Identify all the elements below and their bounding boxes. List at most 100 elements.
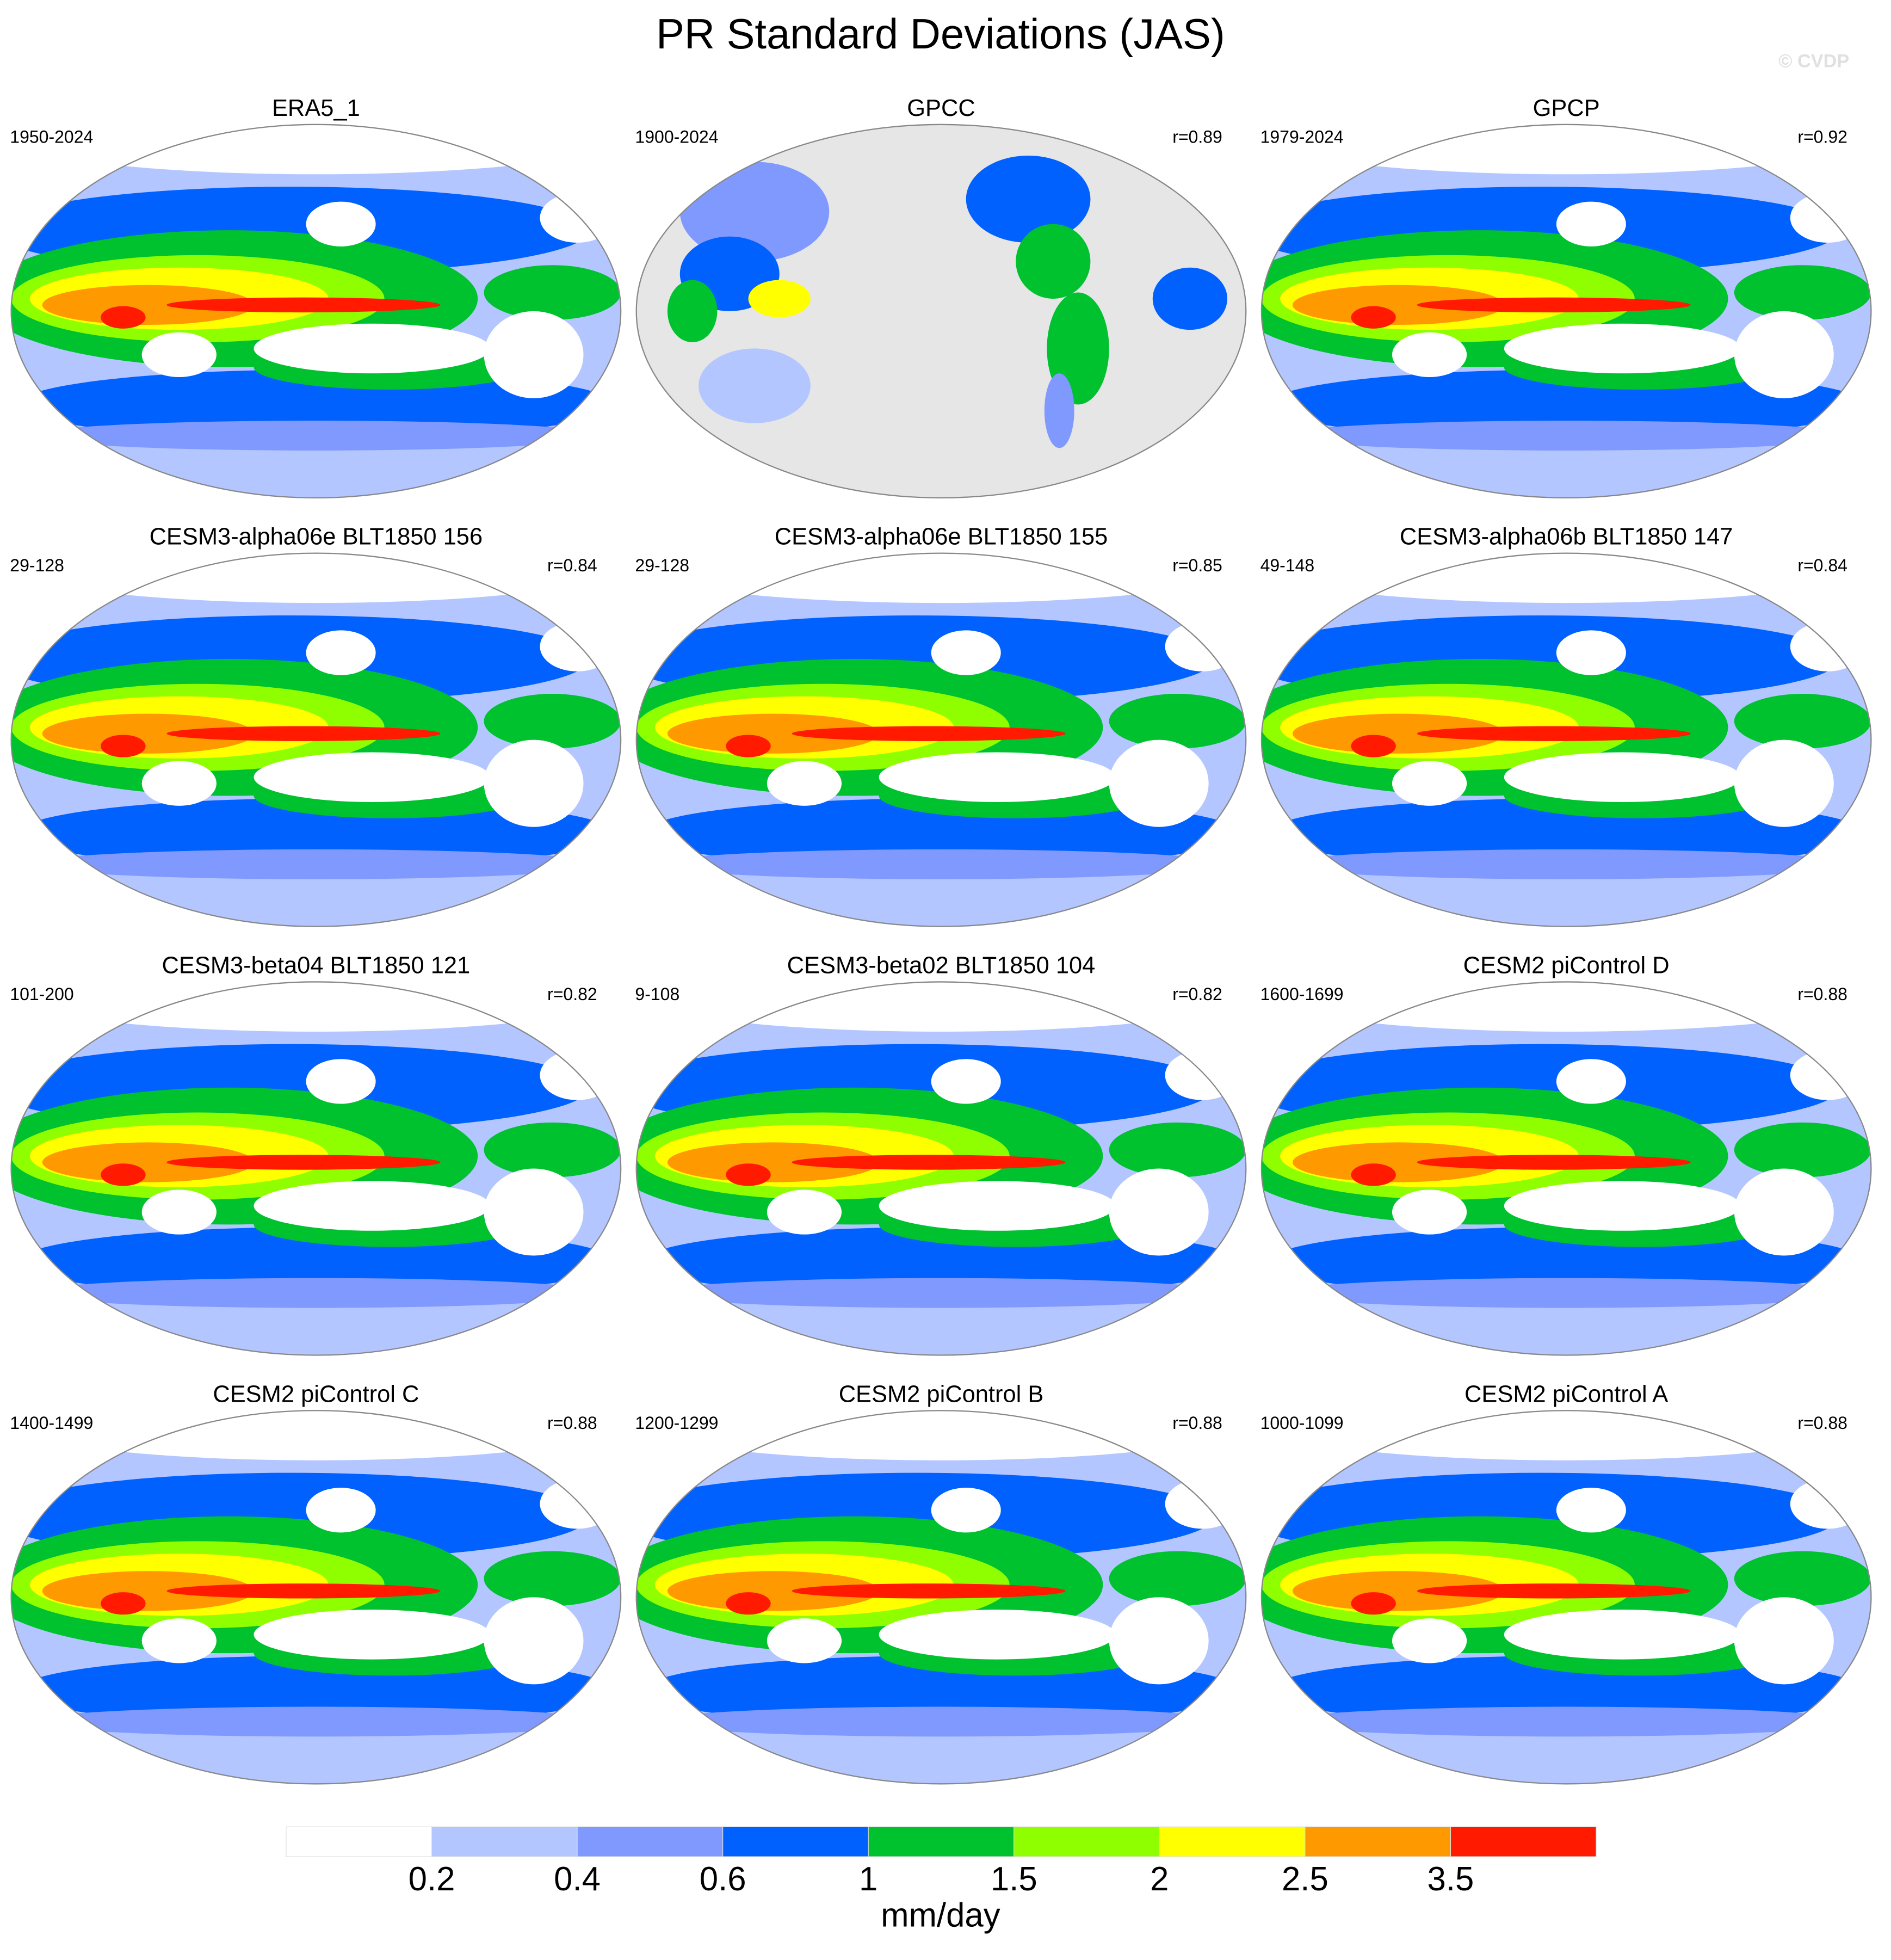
panel-correlation: r=0.82 xyxy=(547,984,597,1004)
field xyxy=(484,1551,621,1606)
field xyxy=(1392,761,1467,806)
field xyxy=(1293,1142,1504,1182)
panel-period: 1979-2024 xyxy=(1260,127,1344,146)
field xyxy=(1293,285,1504,325)
land-field xyxy=(679,162,830,262)
field xyxy=(667,1142,879,1182)
panel-title: CESM2 piControl A xyxy=(1464,1381,1668,1407)
field xyxy=(1261,553,1871,603)
field xyxy=(1268,369,1865,440)
field xyxy=(1504,1181,1741,1231)
map xyxy=(1261,982,1871,1355)
field xyxy=(1293,1571,1504,1611)
colorbar-box xyxy=(1305,1826,1451,1857)
field xyxy=(642,1226,1240,1297)
field xyxy=(1165,1479,1240,1529)
field xyxy=(1734,739,1834,827)
field xyxy=(1504,1610,1741,1660)
map xyxy=(1261,553,1871,927)
field xyxy=(1417,1583,1691,1599)
map-outline xyxy=(10,981,622,1356)
panel-title: CESM3-beta02 BLT1850 104 xyxy=(787,952,1096,978)
field xyxy=(484,1122,621,1178)
colorbar-box xyxy=(722,1826,869,1857)
colorbar-box xyxy=(1014,1826,1160,1857)
field xyxy=(306,630,376,675)
colorbar-box xyxy=(1450,1826,1597,1857)
colorbar-label: 2 xyxy=(1150,1860,1169,1898)
field xyxy=(636,1744,1246,1784)
panel-correlation: r=0.85 xyxy=(1172,556,1222,575)
field xyxy=(1268,798,1865,868)
panel-correlation: r=0.88 xyxy=(1172,1413,1222,1433)
map xyxy=(636,124,1246,498)
field xyxy=(141,332,217,378)
field xyxy=(1734,1122,1871,1178)
field xyxy=(931,1488,1001,1533)
colorbar-box xyxy=(577,1826,724,1857)
field xyxy=(1268,1655,1865,1725)
map-outline xyxy=(635,552,1247,927)
colorbar-box xyxy=(868,1826,1015,1857)
field xyxy=(11,1410,621,1460)
field xyxy=(1109,739,1209,827)
field xyxy=(306,201,376,246)
field xyxy=(726,1163,771,1186)
field xyxy=(484,1168,584,1256)
land-field xyxy=(699,348,811,423)
figure-title: PR Standard Deviations (JAS) xyxy=(656,11,1225,58)
panel-title: CESM3-alpha06e BLT1850 156 xyxy=(150,524,483,550)
field xyxy=(1280,1278,1853,1308)
field xyxy=(1261,1410,1871,1460)
field xyxy=(726,1592,771,1615)
field xyxy=(1261,886,1871,927)
field xyxy=(1417,297,1691,313)
map xyxy=(11,553,621,927)
field xyxy=(879,1610,1116,1660)
panel-title: GPCP xyxy=(1533,95,1600,121)
field xyxy=(29,849,602,879)
field xyxy=(306,1488,376,1533)
panel-correlation: r=0.84 xyxy=(547,556,597,575)
field xyxy=(1109,1551,1246,1606)
field xyxy=(1280,1706,1853,1737)
field xyxy=(1734,265,1871,320)
map xyxy=(636,982,1246,1355)
field xyxy=(1734,694,1871,749)
field xyxy=(655,849,1227,879)
field xyxy=(1417,1155,1691,1170)
panel-period: 1900-2024 xyxy=(635,127,718,146)
field xyxy=(767,1189,842,1235)
land-field xyxy=(1152,267,1227,330)
field xyxy=(29,421,602,451)
map xyxy=(1261,124,1871,498)
field xyxy=(484,694,621,749)
field xyxy=(1734,1597,1834,1685)
panel-title: CESM3-alpha06b BLT1850 147 xyxy=(1400,524,1733,550)
field xyxy=(636,886,1246,927)
field xyxy=(1165,1050,1240,1100)
field xyxy=(767,761,842,806)
field xyxy=(17,369,615,440)
panel-title: CESM2 piControl D xyxy=(1463,952,1670,978)
field xyxy=(540,1479,615,1529)
field xyxy=(792,726,1066,741)
map xyxy=(1261,1410,1871,1784)
panel-period: 1200-1299 xyxy=(635,1413,718,1433)
field xyxy=(636,982,1246,1032)
field xyxy=(484,739,584,827)
field xyxy=(1351,306,1396,329)
field xyxy=(484,311,584,398)
field xyxy=(1351,1163,1396,1186)
field xyxy=(1790,621,1865,671)
map-outline xyxy=(635,124,1247,498)
colorbar-label: 0.4 xyxy=(554,1860,601,1898)
field xyxy=(11,886,621,927)
map-outline xyxy=(635,1410,1247,1785)
field xyxy=(792,1583,1066,1599)
field xyxy=(42,1142,254,1182)
field xyxy=(254,1181,491,1231)
field xyxy=(1504,323,1741,374)
field xyxy=(42,713,254,754)
land-field xyxy=(1044,373,1074,448)
